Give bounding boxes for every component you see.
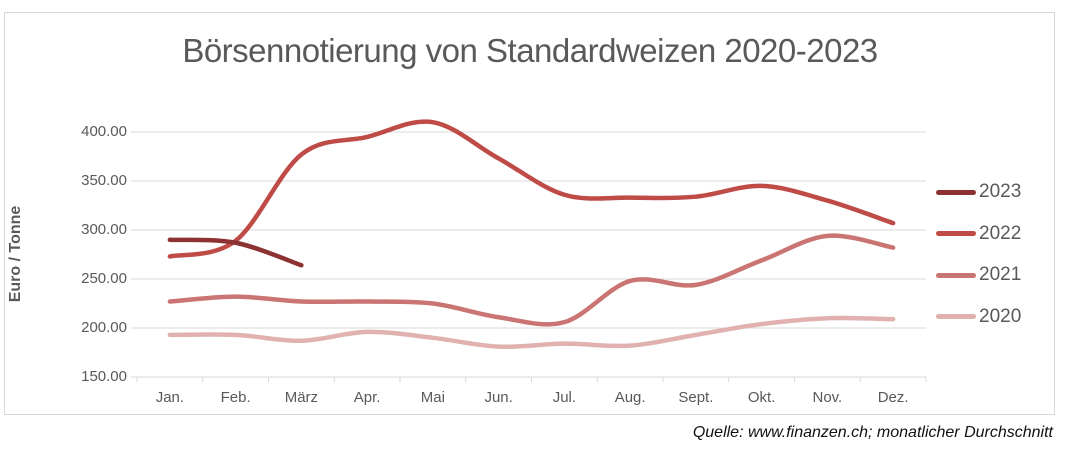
legend-label-2023: 2023: [979, 181, 1022, 202]
y-axis-title: Euro / Tonne: [7, 205, 24, 303]
x-tick-label: Feb.: [220, 389, 251, 406]
source-caption: Quelle: www.finanzen.ch; monatlicher Dur…: [692, 424, 1053, 441]
series-line-2020: [167, 315, 896, 350]
y-tick-label: 400.00: [81, 123, 127, 140]
y-tick-label: 250.00: [81, 270, 127, 287]
y-tick-label: 350.00: [81, 172, 127, 189]
legend-swatch-2023: [936, 189, 976, 195]
x-tick-label: Jun.: [484, 389, 513, 406]
x-tick-label: Okt.: [747, 389, 776, 406]
series-line-2021: [167, 233, 896, 327]
y-tick-label: 300.00: [81, 221, 127, 238]
x-tick-label: Apr.: [353, 389, 381, 406]
x-tick-label: Sept.: [678, 389, 714, 406]
chart-title: Börsennotierung von Standardweizen 2020-…: [182, 32, 878, 69]
legend-item-2021: 2021: [936, 263, 1021, 287]
series-line-2023: [167, 237, 304, 268]
x-tick-label: Jul.: [552, 389, 577, 406]
legend-swatch-2020: [936, 314, 976, 319]
legend-swatch-2021: [936, 272, 976, 278]
x-tick-label: Dez.: [877, 389, 909, 406]
x-tick-label: März: [284, 389, 319, 406]
y-tick-label: 200.00: [81, 319, 127, 336]
y-tick-label: 150.00: [81, 368, 127, 385]
legend-item-2020: 2020: [936, 305, 1021, 329]
legend-item-2022: 2022: [936, 222, 1021, 246]
legend-item-2023: 2023: [936, 180, 1021, 204]
x-tick-label: Mai: [420, 389, 445, 406]
x-tick-label: Jan.: [155, 389, 185, 406]
legend-swatch-2022: [936, 231, 976, 236]
x-tick-label: Nov.: [812, 389, 843, 406]
legend-label-2022: 2022: [979, 222, 1022, 244]
legend-label-2020: 2020: [979, 305, 1022, 327]
series-line-2022: [167, 119, 896, 259]
x-tick-label: Aug.: [614, 389, 646, 406]
legend-label-2021: 2021: [979, 264, 1022, 285]
